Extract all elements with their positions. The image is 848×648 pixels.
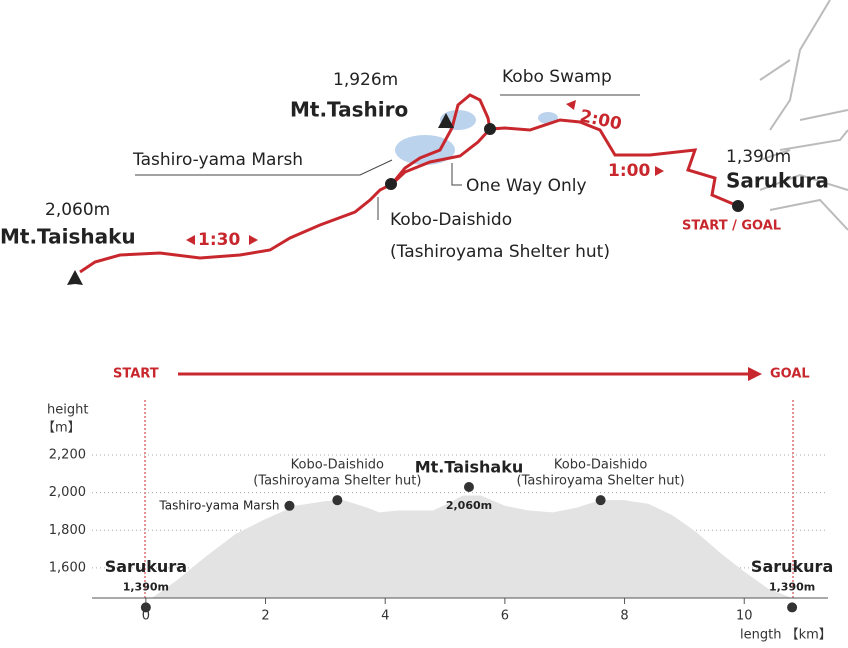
- profile: START GOAL height 【m】 length 【km】 1,600 1…: [42, 367, 833, 643]
- label: Mt.Taishaku: [0, 225, 136, 249]
- y-tick-label: 2,000: [49, 485, 86, 500]
- point: [463, 481, 474, 492]
- label: (Tashiroyama Shelter hut): [390, 242, 610, 262]
- label: 1,390m: [726, 147, 791, 167]
- point-note: (Tashiroyama Shelter hut): [517, 474, 685, 489]
- x-tick-label: 10: [736, 609, 753, 624]
- leader: [135, 94, 640, 220]
- label: 2:00: [578, 106, 624, 134]
- point-name: Sarukura: [751, 557, 833, 576]
- label: Kobo-Daishido: [390, 210, 512, 230]
- x-tick-label: 2: [261, 609, 269, 624]
- label: 1:30: [198, 230, 240, 250]
- arrow: [655, 166, 664, 176]
- point-elevation: 2,060m: [446, 499, 492, 512]
- point-name: Kobo-Daishido: [291, 458, 384, 473]
- y-tick-label: 1,800: [49, 523, 86, 538]
- point-elevation: 1,390m: [123, 580, 169, 593]
- point-name: Mt.Taishaku: [415, 458, 524, 477]
- point: [140, 602, 151, 613]
- label: Kobo Swamp: [502, 67, 612, 87]
- peak: [438, 113, 454, 128]
- x-tick-label: 0: [142, 609, 150, 624]
- point: [284, 500, 295, 511]
- arrow: [566, 100, 576, 110]
- goal-label: GOAL: [770, 367, 810, 382]
- point: [787, 602, 798, 613]
- y-tick-label: 1,600: [49, 560, 86, 575]
- marsh-area: [395, 110, 558, 165]
- label: 1,926m: [333, 70, 398, 90]
- point-elevation: 1,390m: [769, 580, 815, 593]
- arrow: [249, 235, 258, 245]
- label: 1:00: [608, 161, 650, 181]
- roads: [759, 0, 848, 231]
- x-tick-label: 8: [620, 609, 628, 624]
- point: [385, 178, 397, 190]
- point-name: Kobo-Daishido: [554, 458, 647, 473]
- point: [595, 495, 606, 506]
- label: One Way Only: [466, 176, 587, 196]
- point: [484, 123, 496, 135]
- label: 2,060m: [45, 200, 110, 220]
- y-tick-label: 2,200: [49, 448, 86, 463]
- x-tick-label: 6: [501, 609, 509, 624]
- x-tick-label: 4: [381, 609, 389, 624]
- point-note: (Tashiroyama Shelter hut): [253, 474, 421, 489]
- point: [332, 495, 343, 506]
- one-way-route: [390, 127, 492, 186]
- elevation-area: [151, 495, 793, 598]
- peak: [67, 270, 83, 285]
- point-name: Tashiro-yama Marsh: [158, 498, 279, 512]
- label: Mt.Tashiro: [290, 98, 408, 122]
- route: [79, 93, 739, 274]
- map: Mt.Taishaku 2,060m 1:30 Tashiro-yama Mar…: [0, 0, 848, 285]
- label: Sarukura: [726, 169, 829, 193]
- x-axis-label: length 【km】: [740, 628, 832, 643]
- label: START / GOAL: [682, 219, 781, 234]
- start-label: START: [113, 367, 159, 382]
- y-axis-label: height: [47, 403, 88, 418]
- arrowhead: [748, 367, 762, 381]
- y-axis-unit: 【m】: [42, 421, 81, 436]
- point-name: Sarukura: [105, 557, 187, 576]
- label: Tashiro-yama Marsh: [132, 150, 303, 170]
- point: [732, 200, 744, 212]
- arrow: [186, 235, 195, 245]
